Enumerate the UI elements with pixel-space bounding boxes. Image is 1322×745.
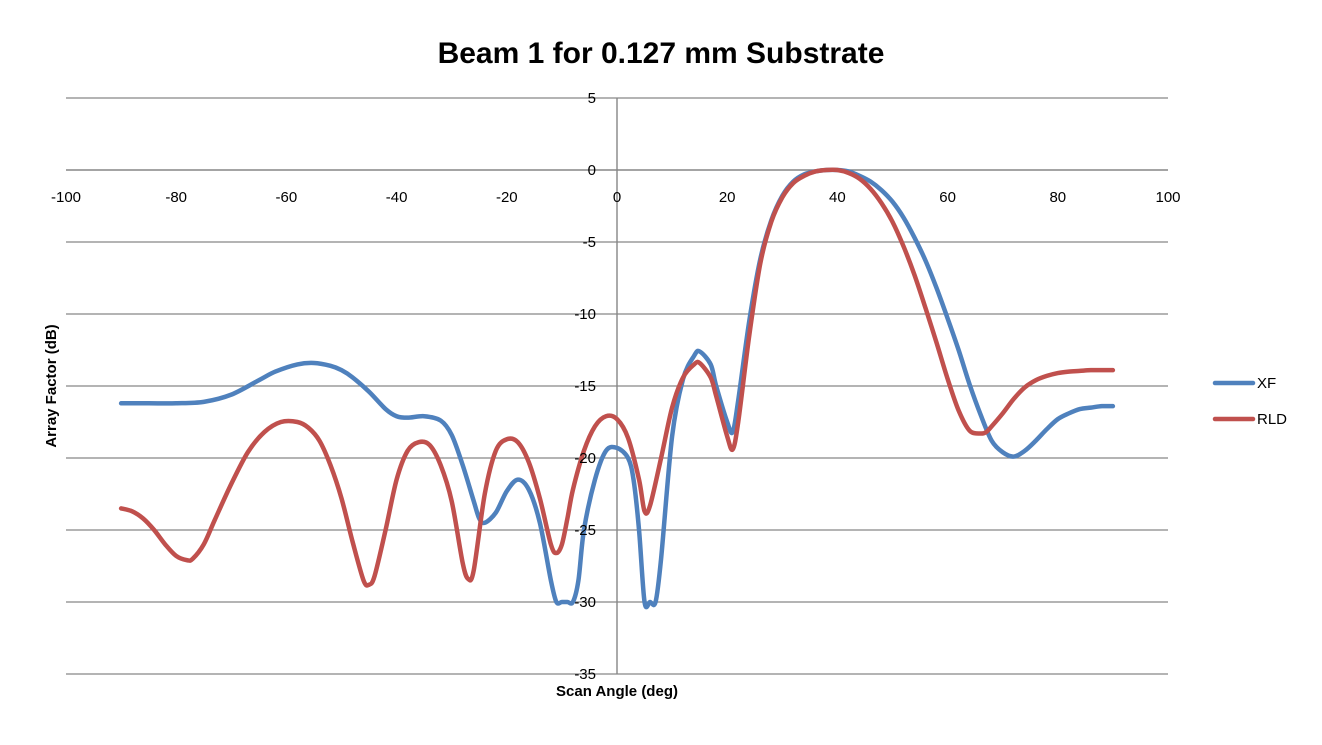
y-tick-label: -25 [574, 522, 596, 539]
x-tick-label: -80 [165, 189, 187, 206]
series-line-rld [118, 167, 1116, 588]
legend-item-rld: RLD [1212, 411, 1287, 428]
x-tick-label: -100 [51, 189, 81, 206]
axes [66, 98, 1168, 674]
y-tick-label: 5 [588, 90, 596, 107]
x-tick-label: 40 [829, 189, 846, 206]
y-tick-label: -20 [574, 450, 596, 467]
y-tick-label: -15 [574, 378, 596, 395]
x-tick-label: 80 [1049, 189, 1066, 206]
y-axis-title: Array Factor (dB) [43, 324, 60, 447]
series-line-xf [118, 167, 1116, 610]
x-tick-label: 100 [1155, 189, 1180, 206]
chart-title: Beam 1 for 0.127 mm Substrate [438, 37, 885, 70]
x-tick-label: -40 [386, 189, 408, 206]
legend-label: XF [1257, 375, 1276, 392]
x-tick-label: 60 [939, 189, 956, 206]
x-tick-label: -60 [276, 189, 298, 206]
y-tick-labels: 5 0 -5 -10 -15 -20 -25 -30 -35 [574, 90, 596, 683]
x-tick-label: 20 [719, 189, 736, 206]
legend-label: RLD [1257, 411, 1287, 428]
y-tick-label: -30 [574, 594, 596, 611]
y-tick-label: -10 [574, 306, 596, 323]
x-axis-title: Scan Angle (deg) [556, 683, 678, 700]
x-tick-label: 0 [613, 189, 621, 206]
y-tick-label: -5 [583, 234, 596, 251]
y-tick-label: -35 [574, 666, 596, 683]
y-tick-label: 0 [588, 162, 596, 179]
x-tick-label: -20 [496, 189, 518, 206]
series-lines [118, 167, 1116, 610]
legend-item-xf: XF [1212, 375, 1276, 392]
legend: XF RLD [1212, 375, 1287, 428]
x-tick-labels: -100 -80 -60 -40 -20 0 20 40 60 80 100 [51, 189, 1181, 206]
